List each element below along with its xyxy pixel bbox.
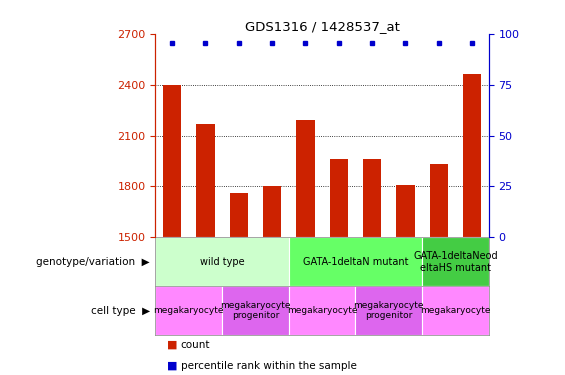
Bar xyxy=(155,237,289,286)
Text: megakaryocyte: megakaryocyte xyxy=(154,306,224,315)
Bar xyxy=(355,286,422,335)
Bar xyxy=(289,286,355,335)
Text: wild type: wild type xyxy=(200,257,244,267)
Bar xyxy=(289,237,422,286)
Text: megakaryocyte: megakaryocyte xyxy=(420,306,490,315)
Bar xyxy=(263,186,281,237)
Text: genotype/variation  ▶: genotype/variation ▶ xyxy=(36,257,150,267)
Bar xyxy=(396,185,415,237)
Bar xyxy=(196,124,215,237)
Text: GATA-1deltaNeod
eltaHS mutant: GATA-1deltaNeod eltaHS mutant xyxy=(413,251,498,273)
Text: GATA-1deltaN mutant: GATA-1deltaN mutant xyxy=(303,257,408,267)
Bar xyxy=(463,75,481,237)
Bar xyxy=(222,286,289,335)
Bar xyxy=(296,120,315,237)
Bar xyxy=(155,286,222,335)
Text: cell type  ▶: cell type ▶ xyxy=(90,306,150,316)
Text: megakaryocyte
progenitor: megakaryocyte progenitor xyxy=(220,301,290,320)
Bar xyxy=(229,193,248,237)
Bar xyxy=(429,164,448,237)
Text: ■: ■ xyxy=(167,360,177,370)
Text: count: count xyxy=(181,340,210,350)
Bar xyxy=(422,286,489,335)
Text: megakaryocyte: megakaryocyte xyxy=(287,306,357,315)
Title: GDS1316 / 1428537_at: GDS1316 / 1428537_at xyxy=(245,20,399,33)
Bar xyxy=(422,237,489,286)
Bar xyxy=(363,159,381,237)
Bar xyxy=(163,85,181,237)
Text: megakaryocyte
progenitor: megakaryocyte progenitor xyxy=(354,301,424,320)
Text: ■: ■ xyxy=(167,340,177,350)
Bar xyxy=(329,159,348,237)
Text: percentile rank within the sample: percentile rank within the sample xyxy=(181,360,357,370)
